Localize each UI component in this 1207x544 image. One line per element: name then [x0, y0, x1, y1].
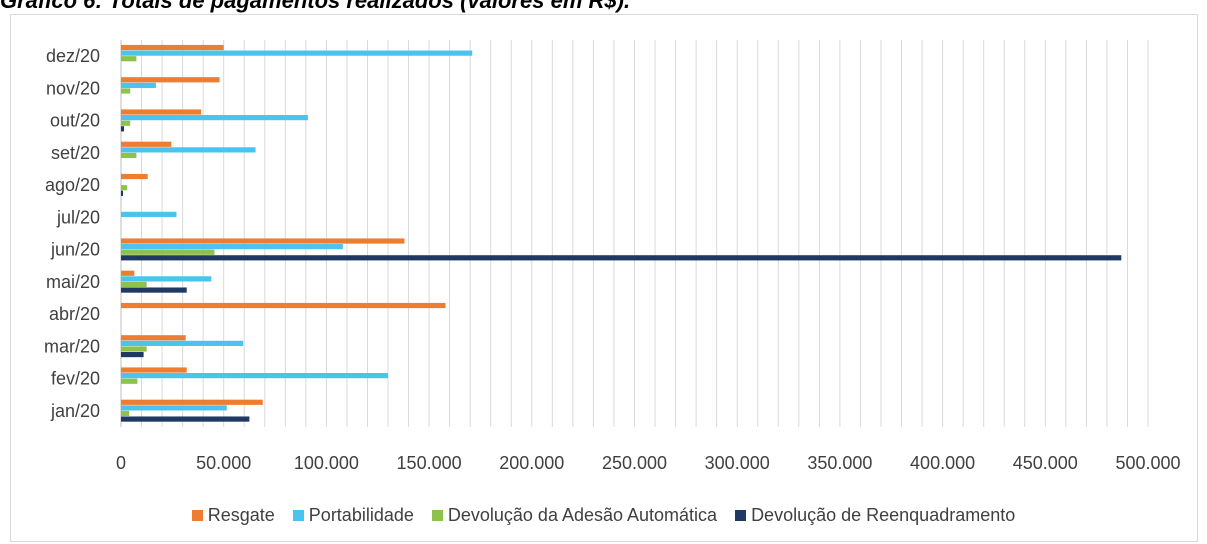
legend-item: Portabilidade [292, 504, 414, 526]
bar-portabilidade [121, 82, 156, 88]
category-label: mar/20 [44, 336, 100, 356]
x-tick-label: 50.000 [196, 453, 251, 473]
bar-portabilidade [121, 211, 177, 217]
chart-legend: Resgate Portabilidade Devolução da Adesão … [0, 502, 1207, 528]
category-label: jun/20 [50, 240, 100, 260]
legend-label: Devolução da Adesão Automática [447, 504, 718, 525]
bar-resgate [121, 238, 405, 244]
x-tick-label: 400.000 [910, 453, 975, 473]
bar-portabilidade [121, 50, 473, 56]
category-label: ago/20 [45, 175, 100, 195]
legend-swatch [191, 509, 203, 521]
bar-devolu-o-de-reenquadramento [121, 190, 124, 196]
legend-swatch [431, 509, 443, 521]
category-label: out/20 [50, 111, 100, 131]
bar-resgate [121, 173, 148, 180]
category-label: dez/20 [46, 46, 100, 66]
category-label: jan/20 [50, 401, 100, 421]
x-tick-label: 350.000 [807, 453, 872, 473]
legend-item: Resgate [191, 504, 275, 526]
category-label: mai/20 [46, 272, 100, 292]
legend-swatch [735, 509, 747, 521]
x-tick-label: 200.000 [499, 453, 564, 473]
category-label: fev/20 [51, 369, 100, 389]
chart-title: Gráfico 6: Totais de pagamentos realizad… [0, 0, 631, 13]
legend-label: Portabilidade [308, 504, 414, 525]
bar-resgate [121, 367, 187, 373]
x-tick-label: 500.000 [1115, 453, 1180, 473]
bar-portabilidade [121, 115, 308, 121]
x-tick-label: 450.000 [1013, 453, 1078, 473]
bar-devolu-o-de-reenquadramento [121, 126, 125, 132]
category-label: set/20 [51, 143, 100, 163]
bar-devolu-o-de-reenquadramento [121, 416, 250, 422]
bar-devolu-o-de-reenquadramento [121, 351, 144, 358]
bar-portabilidade [121, 244, 343, 250]
bar-devolu-o-da-ades-o-autom-tica [121, 281, 147, 288]
bar-devolu-o-da-ades-o-autom-tica [121, 56, 137, 62]
bar-devolu-o-da-ades-o-autom-tica [121, 152, 137, 159]
legend-swatch [292, 509, 304, 521]
legend-item: Devolução da Adesão Automática [431, 504, 718, 526]
bar-resgate [121, 77, 220, 83]
bar-portabilidade [121, 405, 227, 411]
legend-label: Devolução de Reenquadramento [751, 504, 1016, 525]
x-tick-label: 150.000 [397, 453, 462, 473]
bar-devolu-o-da-ades-o-autom-tica [121, 120, 131, 126]
bar-portabilidade [121, 373, 389, 379]
x-tick-label: 0 [116, 453, 126, 473]
bar-devolu-o-da-ades-o-autom-tica [121, 88, 131, 94]
bar-portabilidade [121, 276, 212, 282]
legend-item: Devolução de Reenquadramento [735, 505, 1015, 526]
bar-resgate [121, 109, 202, 115]
bar-resgate [121, 141, 172, 147]
x-tick-label: 250.000 [602, 453, 667, 473]
x-tick-label: 300.000 [705, 453, 770, 473]
bar-devolu-o-de-reenquadramento [121, 287, 187, 293]
bar-resgate [121, 44, 224, 51]
bar-devolu-o-da-ades-o-autom-tica [121, 410, 130, 417]
category-label: nov/20 [46, 78, 100, 98]
bar-devolu-o-da-ades-o-autom-tica [121, 346, 147, 352]
x-tick-label: 100.000 [294, 453, 359, 473]
bar-devolu-o-de-reenquadramento [121, 255, 1122, 261]
bar-resgate [121, 399, 263, 405]
bar-devolu-o-da-ades-o-autom-tica [121, 249, 215, 255]
bar-portabilidade [121, 147, 256, 153]
bar-portabilidade [121, 340, 244, 346]
bar-resgate [121, 335, 186, 341]
bar-devolu-o-da-ades-o-autom-tica [121, 185, 128, 191]
category-label: jul/20 [56, 207, 100, 227]
legend-label: Resgate [207, 504, 275, 525]
bar-resgate [121, 270, 135, 276]
bar-devolu-o-da-ades-o-autom-tica [121, 378, 138, 384]
bar-resgate [121, 302, 446, 309]
category-label: abr/20 [49, 304, 100, 324]
